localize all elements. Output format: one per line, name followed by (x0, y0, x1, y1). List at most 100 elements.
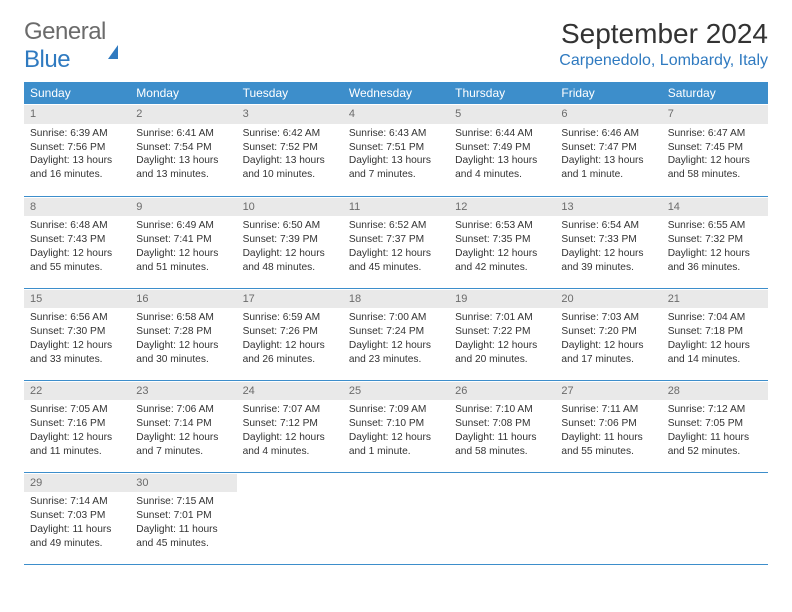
day-body: Sunrise: 7:11 AMSunset: 7:06 PMDaylight:… (555, 400, 661, 462)
day-body: Sunrise: 7:07 AMSunset: 7:12 PMDaylight:… (237, 400, 343, 462)
daylight-line: Daylight: 11 hours and 49 minutes. (30, 523, 124, 551)
sunset-line: Sunset: 7:06 PM (561, 417, 655, 431)
calendar-cell: 27Sunrise: 7:11 AMSunset: 7:06 PMDayligh… (555, 380, 661, 472)
calendar-cell: 2Sunrise: 6:41 AMSunset: 7:54 PMDaylight… (130, 104, 236, 196)
daylight-line: Daylight: 11 hours and 52 minutes. (668, 431, 762, 459)
day-body: Sunrise: 7:15 AMSunset: 7:01 PMDaylight:… (130, 492, 236, 554)
day-number: 15 (24, 289, 130, 309)
day-number: 14 (662, 197, 768, 217)
calendar-week: 8Sunrise: 6:48 AMSunset: 7:43 PMDaylight… (24, 196, 768, 288)
sunrise-line: Sunrise: 6:58 AM (136, 311, 230, 325)
daylight-line: Daylight: 12 hours and 17 minutes. (561, 339, 655, 367)
calendar-cell: 19Sunrise: 7:01 AMSunset: 7:22 PMDayligh… (449, 288, 555, 380)
day-body: Sunrise: 6:48 AMSunset: 7:43 PMDaylight:… (24, 216, 130, 278)
sunrise-line: Sunrise: 6:49 AM (136, 219, 230, 233)
sunrise-line: Sunrise: 6:53 AM (455, 219, 549, 233)
sunset-line: Sunset: 7:10 PM (349, 417, 443, 431)
day-number: 22 (24, 381, 130, 401)
calendar-cell: 14Sunrise: 6:55 AMSunset: 7:32 PMDayligh… (662, 196, 768, 288)
calendar-cell: 7Sunrise: 6:47 AMSunset: 7:45 PMDaylight… (662, 104, 768, 196)
calendar-week: 1Sunrise: 6:39 AMSunset: 7:56 PMDaylight… (24, 104, 768, 196)
sunrise-line: Sunrise: 7:15 AM (136, 495, 230, 509)
day-number: 6 (555, 104, 661, 124)
day-number: 17 (237, 289, 343, 309)
calendar-cell: 13Sunrise: 6:54 AMSunset: 7:33 PMDayligh… (555, 196, 661, 288)
day-body: Sunrise: 6:50 AMSunset: 7:39 PMDaylight:… (237, 216, 343, 278)
day-body: Sunrise: 7:05 AMSunset: 7:16 PMDaylight:… (24, 400, 130, 462)
daylight-line: Daylight: 12 hours and 58 minutes. (668, 154, 762, 182)
day-number: 29 (24, 473, 130, 493)
daylight-line: Daylight: 13 hours and 16 minutes. (30, 154, 124, 182)
day-body: Sunrise: 7:06 AMSunset: 7:14 PMDaylight:… (130, 400, 236, 462)
day-number: 21 (662, 289, 768, 309)
month-title: September 2024 (559, 18, 768, 50)
calendar-week: 29 Sunrise: 7:14 AMSunset: 7:03 PMDayligh… (24, 472, 768, 564)
sunset-line: Sunset: 7:37 PM (349, 233, 443, 247)
daylight-line: Daylight: 11 hours and 58 minutes. (455, 431, 549, 459)
sunrise-line: Sunrise: 7:12 AM (668, 403, 762, 417)
sunset-line: Sunset: 7:01 PM (136, 509, 230, 523)
sunset-line: Sunset: 7:26 PM (243, 325, 337, 339)
sunrise-line: Sunrise: 6:52 AM (349, 219, 443, 233)
sunset-line: Sunset: 7:35 PM (455, 233, 549, 247)
daylight-line: Daylight: 12 hours and 4 minutes. (243, 431, 337, 459)
day-number: 10 (237, 197, 343, 217)
sunrise-line: Sunrise: 7:04 AM (668, 311, 762, 325)
daylight-line: Daylight: 12 hours and 1 minute. (349, 431, 443, 459)
calendar-cell: 6Sunrise: 6:46 AMSunset: 7:47 PMDaylight… (555, 104, 661, 196)
sunrise-line: Sunrise: 6:43 AM (349, 127, 443, 141)
sunrise-line: Sunrise: 6:59 AM (243, 311, 337, 325)
daylight-line: Daylight: 12 hours and 33 minutes. (30, 339, 124, 367)
sunset-line: Sunset: 7:16 PM (30, 417, 124, 431)
sunset-line: Sunset: 7:47 PM (561, 141, 655, 155)
weekday-header: Wednesday (343, 82, 449, 104)
weekday-header: Saturday (662, 82, 768, 104)
daylight-line: Daylight: 12 hours and 30 minutes. (136, 339, 230, 367)
sunrise-line: Sunrise: 6:44 AM (455, 127, 549, 141)
sunrise-line: Sunrise: 6:56 AM (30, 311, 124, 325)
calendar-table: SundayMondayTuesdayWednesdayThursdayFrid… (24, 82, 768, 565)
calendar-cell: 20Sunrise: 7:03 AMSunset: 7:20 PMDayligh… (555, 288, 661, 380)
sunrise-line: Sunrise: 7:03 AM (561, 311, 655, 325)
sunrise-line: Sunrise: 7:14 AM (30, 495, 124, 509)
sunset-line: Sunset: 7:51 PM (349, 141, 443, 155)
calendar-cell: 10Sunrise: 6:50 AMSunset: 7:39 PMDayligh… (237, 196, 343, 288)
weekday-header: Monday (130, 82, 236, 104)
sunrise-line: Sunrise: 7:05 AM (30, 403, 124, 417)
sunrise-line: Sunrise: 6:41 AM (136, 127, 230, 141)
sunrise-line: Sunrise: 6:39 AM (30, 127, 124, 141)
day-number: 1 (24, 104, 130, 124)
sunset-line: Sunset: 7:49 PM (455, 141, 549, 155)
day-body: Sunrise: 7:04 AMSunset: 7:18 PMDaylight:… (662, 308, 768, 370)
daylight-line: Daylight: 13 hours and 13 minutes. (136, 154, 230, 182)
calendar-cell: 26Sunrise: 7:10 AMSunset: 7:08 PMDayligh… (449, 380, 555, 472)
calendar-cell: 28Sunrise: 7:12 AMSunset: 7:05 PMDayligh… (662, 380, 768, 472)
day-number: 3 (237, 104, 343, 124)
day-body: Sunrise: 6:53 AMSunset: 7:35 PMDaylight:… (449, 216, 555, 278)
calendar-cell: 23Sunrise: 7:06 AMSunset: 7:14 PMDayligh… (130, 380, 236, 472)
daylight-line: Daylight: 12 hours and 11 minutes. (30, 431, 124, 459)
logo: General Blue (24, 18, 118, 74)
daylight-line: Daylight: 13 hours and 4 minutes. (455, 154, 549, 182)
sunset-line: Sunset: 7:03 PM (30, 509, 124, 523)
sunrise-line: Sunrise: 7:10 AM (455, 403, 549, 417)
weekday-header: Friday (555, 82, 661, 104)
daylight-line: Daylight: 12 hours and 7 minutes. (136, 431, 230, 459)
daylight-line: Daylight: 11 hours and 55 minutes. (561, 431, 655, 459)
calendar-cell: 15Sunrise: 6:56 AMSunset: 7:30 PMDayligh… (24, 288, 130, 380)
sunset-line: Sunset: 7:14 PM (136, 417, 230, 431)
day-body: Sunrise: 6:44 AMSunset: 7:49 PMDaylight:… (449, 124, 555, 186)
day-body: Sunrise: 6:52 AMSunset: 7:37 PMDaylight:… (343, 216, 449, 278)
sunset-line: Sunset: 7:05 PM (668, 417, 762, 431)
calendar-cell: 9Sunrise: 6:49 AMSunset: 7:41 PMDaylight… (130, 196, 236, 288)
calendar-cell: 21Sunrise: 7:04 AMSunset: 7:18 PMDayligh… (662, 288, 768, 380)
day-body: Sunrise: 6:39 AMSunset: 7:56 PMDaylight:… (24, 124, 130, 186)
day-number: 9 (130, 197, 236, 217)
sunrise-line: Sunrise: 7:09 AM (349, 403, 443, 417)
header: General Blue September 2024 Carpenedolo,… (24, 18, 768, 74)
day-number: 12 (449, 197, 555, 217)
day-body: Sunrise: 7:00 AMSunset: 7:24 PMDaylight:… (343, 308, 449, 370)
calendar-cell (343, 472, 449, 564)
calendar-cell: 17Sunrise: 6:59 AMSunset: 7:26 PMDayligh… (237, 288, 343, 380)
day-number: 16 (130, 289, 236, 309)
